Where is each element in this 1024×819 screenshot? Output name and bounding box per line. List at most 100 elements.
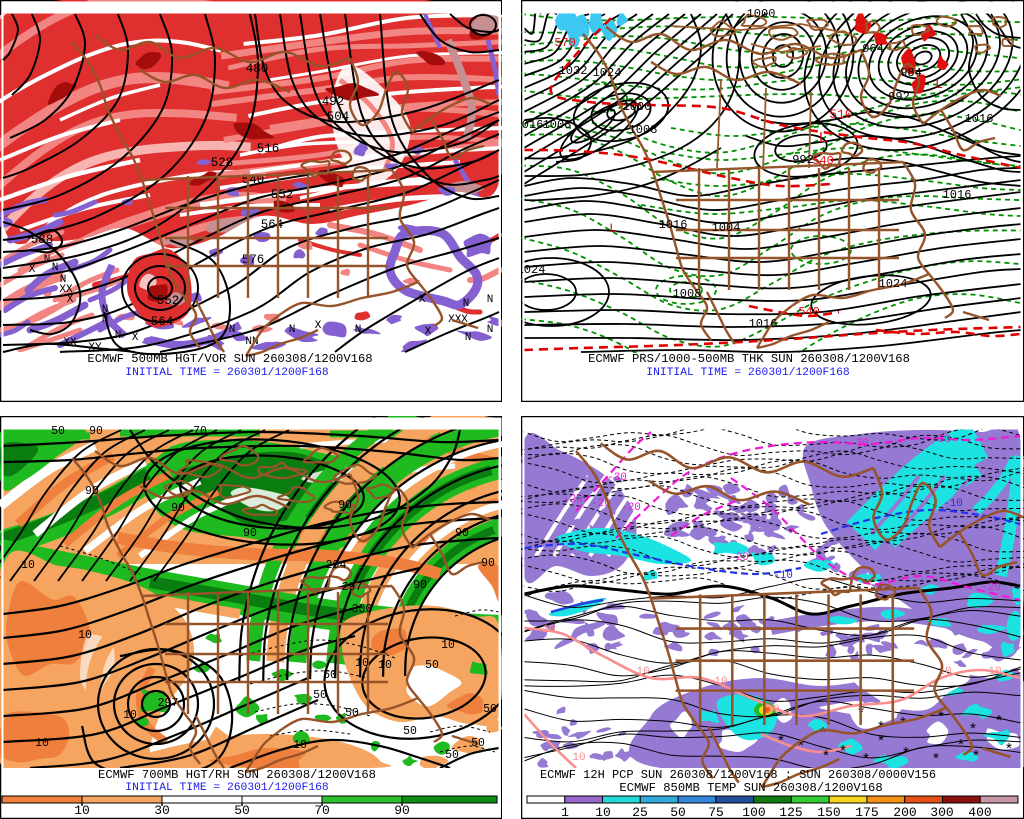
svg-text:1008: 1008 [629, 123, 658, 137]
svg-text:10: 10 [714, 676, 727, 688]
svg-text:1016: 1016 [659, 218, 688, 232]
svg-text:50: 50 [323, 669, 337, 682]
svg-text:*: * [821, 749, 830, 766]
svg-text:10: 10 [293, 739, 307, 752]
svg-text:75: 75 [708, 805, 724, 819]
svg-text:1004: 1004 [712, 221, 741, 235]
svg-text:N: N [229, 324, 236, 336]
svg-text:150: 150 [817, 805, 840, 819]
svg-text:*: * [838, 744, 847, 761]
svg-text:297: 297 [342, 581, 363, 594]
svg-text:-20: -20 [591, 498, 611, 510]
svg-text:*: * [968, 722, 977, 739]
svg-text:-20: -20 [621, 502, 641, 514]
svg-text:L: L [609, 221, 617, 236]
svg-text:-10: -10 [943, 498, 963, 510]
svg-text:X: X [67, 294, 74, 306]
svg-text:50: 50 [483, 703, 497, 716]
svg-text:50: 50 [51, 425, 65, 438]
svg-text:50: 50 [471, 737, 485, 750]
svg-text:10: 10 [78, 629, 92, 642]
svg-text:N: N [355, 324, 362, 336]
svg-text:ECMWF PRS/1000-500MB THK SUN 2: ECMWF PRS/1000-500MB THK SUN 260308/1200… [588, 352, 910, 366]
svg-text:1016: 1016 [965, 112, 994, 126]
svg-text:1032: 1032 [559, 64, 588, 78]
svg-text:90: 90 [338, 499, 352, 512]
svg-text:70: 70 [193, 425, 207, 438]
svg-text:100: 100 [742, 805, 765, 819]
svg-text:90: 90 [481, 557, 495, 570]
svg-text:564: 564 [151, 315, 174, 329]
svg-text:XX: XX [63, 337, 77, 349]
svg-text:50: 50 [445, 749, 459, 762]
svg-text:1008: 1008 [543, 118, 572, 132]
svg-text:1016: 1016 [943, 188, 972, 202]
svg-text:10: 10 [21, 559, 35, 572]
svg-text:-30: -30 [607, 472, 627, 484]
svg-text:510: 510 [829, 107, 852, 122]
svg-text:10: 10 [988, 666, 1001, 678]
svg-text:N: N [487, 294, 494, 306]
svg-text:90: 90 [413, 579, 427, 592]
svg-text:ECMWF 500MB HGT/VOR SUN 260308: ECMWF 500MB HGT/VOR SUN 260308/1200V168 [87, 352, 372, 366]
svg-text:X: X [419, 294, 426, 306]
svg-text:1024: 1024 [517, 263, 546, 277]
svg-text:294: 294 [326, 559, 347, 572]
svg-text:552: 552 [157, 294, 180, 308]
svg-text:ECMWF 850MB TEMP SUN 260308/12: ECMWF 850MB TEMP SUN 260308/1200V168 [619, 781, 882, 795]
svg-text:INITIAL TIME = 260301/1200F168: INITIAL TIME = 260301/1200F168 [125, 782, 329, 794]
svg-text:*: * [776, 734, 785, 751]
svg-text:480: 480 [246, 62, 269, 76]
svg-text:*: * [901, 746, 910, 763]
svg-text:564: 564 [261, 218, 284, 232]
svg-text:175: 175 [855, 805, 878, 819]
svg-text:297: 297 [158, 697, 179, 710]
svg-text:200: 200 [893, 805, 916, 819]
svg-text:1024: 1024 [593, 66, 622, 80]
svg-text:*: * [971, 749, 980, 766]
svg-text:50: 50 [345, 707, 359, 720]
svg-text:-20: -20 [563, 494, 583, 506]
svg-text:964: 964 [862, 42, 884, 56]
svg-text:10: 10 [123, 709, 137, 722]
svg-text:50: 50 [670, 805, 686, 819]
svg-text:XX: XX [59, 284, 73, 296]
svg-text:-10: -10 [773, 570, 793, 582]
svg-text:INITIAL TIME = 260301/1200F168: INITIAL TIME = 260301/1200F168 [125, 367, 329, 379]
svg-text:984: 984 [900, 66, 922, 80]
svg-text:N: N [115, 330, 122, 342]
svg-text:90: 90 [243, 527, 257, 540]
svg-text:1016: 1016 [749, 317, 778, 331]
svg-text:*: * [994, 714, 1003, 731]
svg-text:50: 50 [234, 803, 250, 818]
svg-text:-20: -20 [729, 552, 749, 564]
svg-text:125: 125 [779, 805, 802, 819]
svg-text:1000: 1000 [747, 7, 776, 21]
svg-text:90: 90 [455, 527, 469, 540]
svg-text:*: * [1004, 742, 1013, 759]
svg-text:ECMWF 700MB HGT/RH SUN 260308/: ECMWF 700MB HGT/RH SUN 260308/1200V168 [98, 768, 376, 782]
svg-text:N: N [463, 298, 470, 310]
svg-text:300: 300 [930, 805, 953, 819]
svg-text:10: 10 [572, 752, 585, 764]
svg-text:N: N [487, 324, 494, 336]
svg-text:70: 70 [314, 803, 330, 818]
svg-text:10: 10 [35, 737, 49, 750]
svg-text:25: 25 [632, 805, 648, 819]
svg-text:50: 50 [313, 689, 327, 702]
svg-text:90: 90 [85, 485, 99, 498]
svg-text:516: 516 [257, 142, 280, 156]
svg-text:570: 570 [554, 36, 576, 50]
svg-text:992: 992 [792, 153, 814, 167]
svg-text:N: N [52, 262, 59, 274]
svg-text:10: 10 [441, 639, 455, 652]
svg-text:-20: -20 [981, 582, 1001, 594]
svg-text:INITIAL TIME = 260301/1200F168: INITIAL TIME = 260301/1200F168 [646, 367, 850, 379]
svg-text:N: N [465, 332, 472, 344]
svg-text:*: * [861, 752, 870, 769]
svg-text:90: 90 [89, 425, 103, 438]
svg-text:10: 10 [595, 805, 611, 819]
svg-text:10: 10 [766, 704, 779, 716]
svg-text:588: 588 [31, 233, 54, 247]
svg-text:400: 400 [968, 805, 991, 819]
